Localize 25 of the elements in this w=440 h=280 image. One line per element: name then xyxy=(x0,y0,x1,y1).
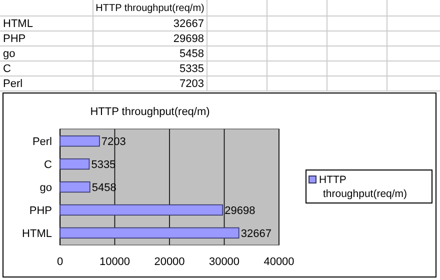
x-tick-label: 10000 xyxy=(99,256,130,268)
data-label: 32667 xyxy=(240,228,272,240)
x-tick-label: 0 xyxy=(56,256,64,268)
text: 5458 xyxy=(180,48,204,60)
x-tick-label: 20000 xyxy=(154,256,185,268)
y-tick-label: go xyxy=(40,182,52,194)
category-label: PHP xyxy=(3,33,26,45)
y-tick-label: C xyxy=(44,158,52,171)
y-tick-label: Perl xyxy=(32,136,52,148)
x-tick-label: 40000 xyxy=(264,256,294,268)
y-tick-label: HTML xyxy=(22,228,52,240)
text: 7203 xyxy=(180,78,204,90)
category-label: HTML xyxy=(3,18,33,30)
chart-title: HTTP throughput(req/m) xyxy=(90,106,210,118)
y-tick-label: PHP xyxy=(29,204,52,217)
legend-label: HTTP throughput(req/m) xyxy=(319,174,408,200)
text: 5335 xyxy=(180,63,204,75)
data-label: 29698 xyxy=(224,204,256,217)
category-label: Perl xyxy=(3,78,23,90)
text: 32667 xyxy=(173,18,204,30)
category-label: C xyxy=(3,63,11,75)
category-label: go xyxy=(3,48,16,60)
x-tick-label: 30000 xyxy=(208,256,240,268)
text: HTTP throughput(req/m) xyxy=(96,3,204,14)
text: 29698 xyxy=(173,33,204,45)
